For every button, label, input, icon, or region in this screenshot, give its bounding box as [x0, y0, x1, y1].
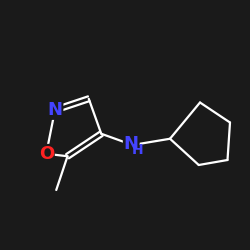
Text: N: N	[48, 101, 62, 119]
Text: N: N	[124, 135, 139, 153]
Text: H: H	[132, 143, 144, 157]
Text: O: O	[38, 145, 54, 163]
